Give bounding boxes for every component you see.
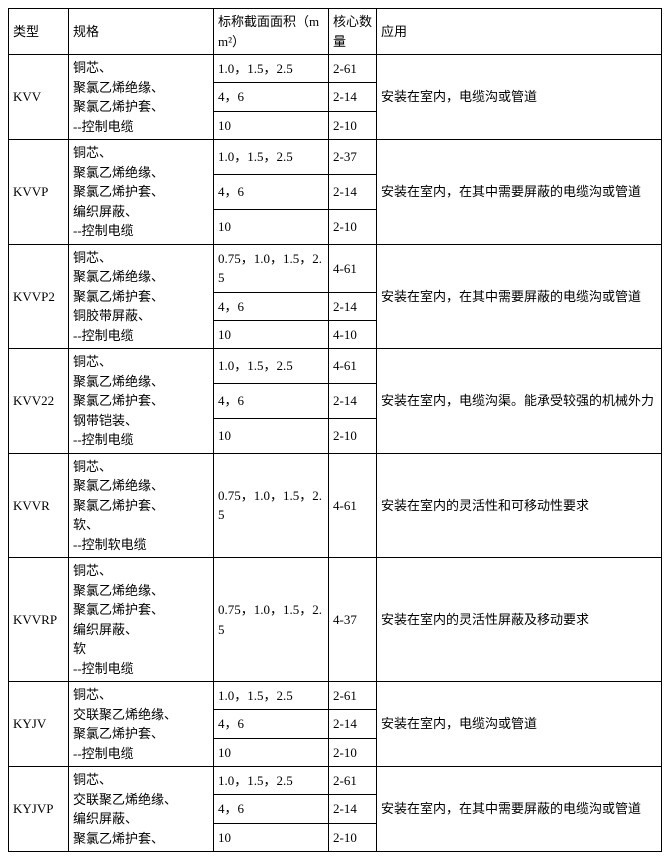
cell-type: KVV22 [9, 349, 69, 454]
cell-area: 10 [214, 418, 329, 453]
cell-area: 4，6 [214, 710, 329, 738]
cell-spec: 铜芯、 聚氯乙烯绝缘、 聚氯乙烯护套、 编织屏蔽、 软 --控制电缆 [69, 558, 214, 682]
table-row: KVV铜芯、 聚氯乙烯绝缘、 聚氯乙烯护套、 --控制电缆1.0，1.5，2.5… [9, 55, 662, 83]
cell-area: 4，6 [214, 83, 329, 111]
header-type: 类型 [9, 9, 69, 55]
cell-cores: 2-61 [329, 767, 377, 795]
cell-area: 4，6 [214, 795, 329, 823]
header-area: 标称截面面积（mm²） [214, 9, 329, 55]
cell-type: KVVP [9, 140, 69, 245]
cell-spec: 铜芯、 聚氯乙烯绝缘、 聚氯乙烯护套、 编织屏蔽、 --控制电缆 [69, 140, 214, 245]
cell-app: 安装在室内，在其中需要屏蔽的电缆沟或管道 [377, 767, 662, 852]
cell-app: 安装在室内，电缆沟或管道 [377, 55, 662, 140]
cell-area: 10 [214, 738, 329, 766]
cell-area: 1.0，1.5，2.5 [214, 140, 329, 175]
cell-cores: 2-14 [329, 83, 377, 111]
cell-type: KVVRP [9, 558, 69, 682]
cell-cores: 2-61 [329, 55, 377, 83]
cable-spec-table: 类型 规格 标称截面面积（mm²） 核心数量 应用 KVV铜芯、 聚氯乙烯绝缘、… [8, 8, 662, 852]
cell-area: 1.0，1.5，2.5 [214, 767, 329, 795]
cell-app: 安装在室内，在其中需要屏蔽的电缆沟或管道 [377, 140, 662, 245]
cell-spec: 铜芯、 交联聚乙烯绝缘、 编织屏蔽、 聚氯乙烯护套、 [69, 767, 214, 852]
cell-cores: 2-10 [329, 209, 377, 244]
cell-app: 安装在室内，电缆沟或管道 [377, 682, 662, 767]
cell-cores: 2-14 [329, 293, 377, 321]
table-row: KVVP铜芯、 聚氯乙烯绝缘、 聚氯乙烯护套、 编织屏蔽、 --控制电缆1.0，… [9, 140, 662, 175]
cell-cores: 2-10 [329, 111, 377, 139]
cell-cores: 4-61 [329, 244, 377, 293]
cell-spec: 铜芯、 聚氯乙烯绝缘、 聚氯乙烯护套、 铜胶带屏蔽、 --控制电缆 [69, 244, 214, 349]
cell-spec: 铜芯、 交联聚乙烯绝缘、 聚氯乙烯护套、 --控制电缆 [69, 682, 214, 767]
cell-cores: 4-61 [329, 349, 377, 384]
cell-cores: 2-61 [329, 682, 377, 710]
cell-cores: 4-37 [329, 558, 377, 682]
cell-app: 安装在室内，在其中需要屏蔽的电缆沟或管道 [377, 244, 662, 349]
cell-type: KVVP2 [9, 244, 69, 349]
table-row: KVVRP铜芯、 聚氯乙烯绝缘、 聚氯乙烯护套、 编织屏蔽、 软 --控制电缆0… [9, 558, 662, 682]
header-cores: 核心数量 [329, 9, 377, 55]
table-row: KVV22铜芯、 聚氯乙烯绝缘、 聚氯乙烯护套、 钢带铠装、 --控制电缆1.0… [9, 349, 662, 384]
cell-area: 4，6 [214, 383, 329, 418]
cell-area: 4，6 [214, 293, 329, 321]
cell-cores: 2-10 [329, 823, 377, 851]
table-header-row: 类型 规格 标称截面面积（mm²） 核心数量 应用 [9, 9, 662, 55]
cell-area: 1.0，1.5，2.5 [214, 682, 329, 710]
cell-cores: 2-14 [329, 795, 377, 823]
cell-area: 10 [214, 111, 329, 139]
cell-cores: 2-37 [329, 140, 377, 175]
header-spec: 规格 [69, 9, 214, 55]
cell-area: 4，6 [214, 174, 329, 209]
cell-cores: 2-14 [329, 383, 377, 418]
cell-cores: 2-14 [329, 710, 377, 738]
cell-cores: 2-14 [329, 174, 377, 209]
table-row: KYJV铜芯、 交联聚乙烯绝缘、 聚氯乙烯护套、 --控制电缆1.0，1.5，2… [9, 682, 662, 710]
cell-type: KYJVP [9, 767, 69, 852]
cell-type: KVVR [9, 453, 69, 558]
cell-cores: 4-61 [329, 453, 377, 558]
cell-cores: 2-10 [329, 738, 377, 766]
cell-area: 10 [214, 823, 329, 851]
cell-app: 安装在室内的灵活性和可移动性要求 [377, 453, 662, 558]
cell-cores: 2-10 [329, 418, 377, 453]
cell-spec: 铜芯、 聚氯乙烯绝缘、 聚氯乙烯护套、 软、 --控制软电缆 [69, 453, 214, 558]
cell-area: 1.0，1.5，2.5 [214, 55, 329, 83]
cell-area: 0.75，1.0，1.5，2.5 [214, 244, 329, 293]
table-row: KVVR铜芯、 聚氯乙烯绝缘、 聚氯乙烯护套、 软、 --控制软电缆0.75，1… [9, 453, 662, 558]
cell-area: 0.75，1.0，1.5，2.5 [214, 453, 329, 558]
cell-area: 1.0，1.5，2.5 [214, 349, 329, 384]
cell-app: 安装在室内的灵活性屏蔽及移动要求 [377, 558, 662, 682]
cell-type: KYJV [9, 682, 69, 767]
cell-spec: 铜芯、 聚氯乙烯绝缘、 聚氯乙烯护套、 钢带铠装、 --控制电缆 [69, 349, 214, 454]
cell-area: 10 [214, 321, 329, 349]
table-row: KYJVP铜芯、 交联聚乙烯绝缘、 编织屏蔽、 聚氯乙烯护套、1.0，1.5，2… [9, 767, 662, 795]
cell-area: 0.75，1.0，1.5，2.5 [214, 558, 329, 682]
cell-app: 安装在室内，电缆沟渠。能承受较强的机械外力 [377, 349, 662, 454]
cell-spec: 铜芯、 聚氯乙烯绝缘、 聚氯乙烯护套、 --控制电缆 [69, 55, 214, 140]
cell-type: KVV [9, 55, 69, 140]
header-app: 应用 [377, 9, 662, 55]
cell-area: 10 [214, 209, 329, 244]
cell-cores: 4-10 [329, 321, 377, 349]
table-row: KVVP2铜芯、 聚氯乙烯绝缘、 聚氯乙烯护套、 铜胶带屏蔽、 --控制电缆0.… [9, 244, 662, 293]
